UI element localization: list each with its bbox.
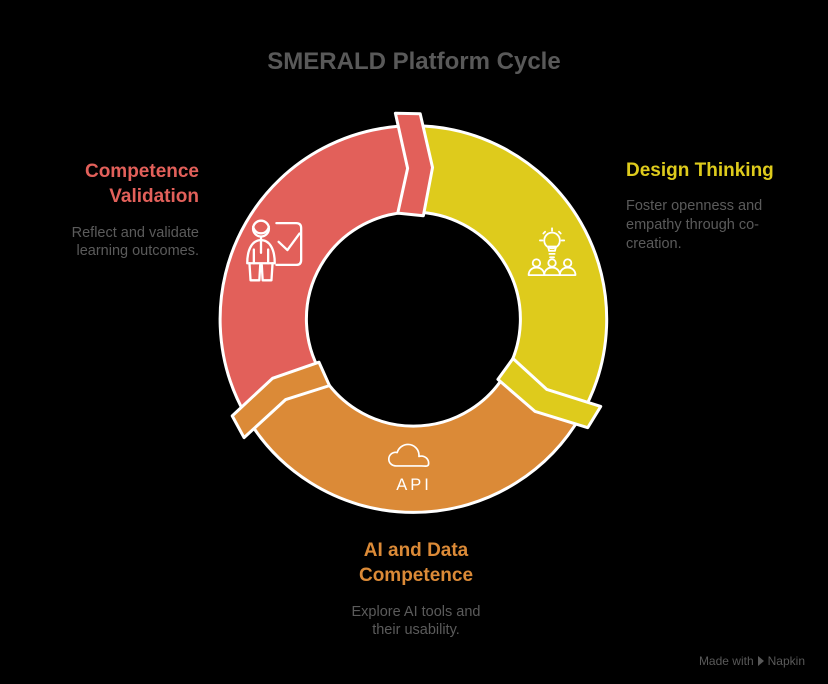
- svg-text:API: API: [396, 476, 432, 494]
